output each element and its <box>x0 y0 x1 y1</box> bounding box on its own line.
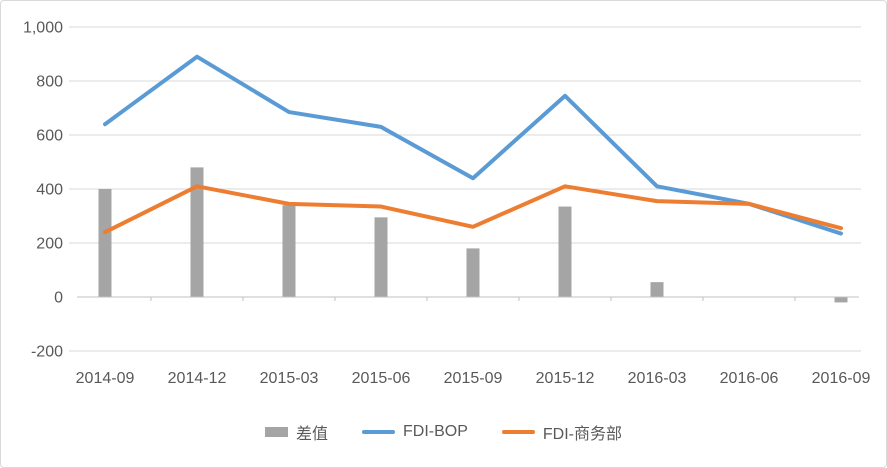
x-axis-label: 2015-06 <box>352 370 411 387</box>
diff-bar <box>98 189 112 297</box>
diff-bar <box>834 297 848 303</box>
y-axis-label: 1,000 <box>23 20 63 37</box>
legend-label-fdi-bop: FDI-BOP <box>403 423 468 440</box>
bar-swatch-icon <box>264 427 288 437</box>
x-axis-label: 2015-09 <box>444 370 503 387</box>
x-axis-label: 2015-12 <box>536 370 595 387</box>
diff-bar <box>650 282 664 297</box>
diff-bar <box>282 205 296 297</box>
y-axis-label: 600 <box>36 128 63 145</box>
x-axis-label: 2016-06 <box>720 370 779 387</box>
legend-item-diff: 差值 <box>264 420 328 444</box>
y-axis-label: 0 <box>54 290 63 307</box>
y-axis-label: 800 <box>36 74 63 91</box>
chart-legend: 差值 FDI-BOP FDI-商务部 <box>1 417 886 447</box>
diff-bar <box>190 167 204 297</box>
legend-item-fdi-mofcom: FDI-商务部 <box>501 420 622 444</box>
line-swatch-icon <box>501 430 535 434</box>
legend-label-fdi-mofcom: FDI-商务部 <box>542 426 622 443</box>
diff-bar <box>466 248 480 297</box>
fdi-bop-line <box>103 54 843 236</box>
fdi-mofcom-line <box>103 184 843 235</box>
diff-bar <box>558 206 572 297</box>
x-axis-label: 2016-03 <box>628 370 687 387</box>
x-axis-label: 2016-09 <box>812 370 871 387</box>
y-axis-label: 400 <box>36 182 63 199</box>
y-axis-label: 200 <box>36 236 63 253</box>
legend-label-diff: 差值 <box>295 426 328 443</box>
diff-bar <box>374 217 388 297</box>
y-axis-label: -200 <box>31 344 63 361</box>
line-swatch-icon <box>362 430 395 434</box>
x-axis-label: 2014-12 <box>168 370 227 387</box>
x-axis-label: 2015-03 <box>260 370 319 387</box>
x-axis-label: 2014-09 <box>76 370 135 387</box>
legend-item-fdi-bop: FDI-BOP <box>362 423 468 441</box>
